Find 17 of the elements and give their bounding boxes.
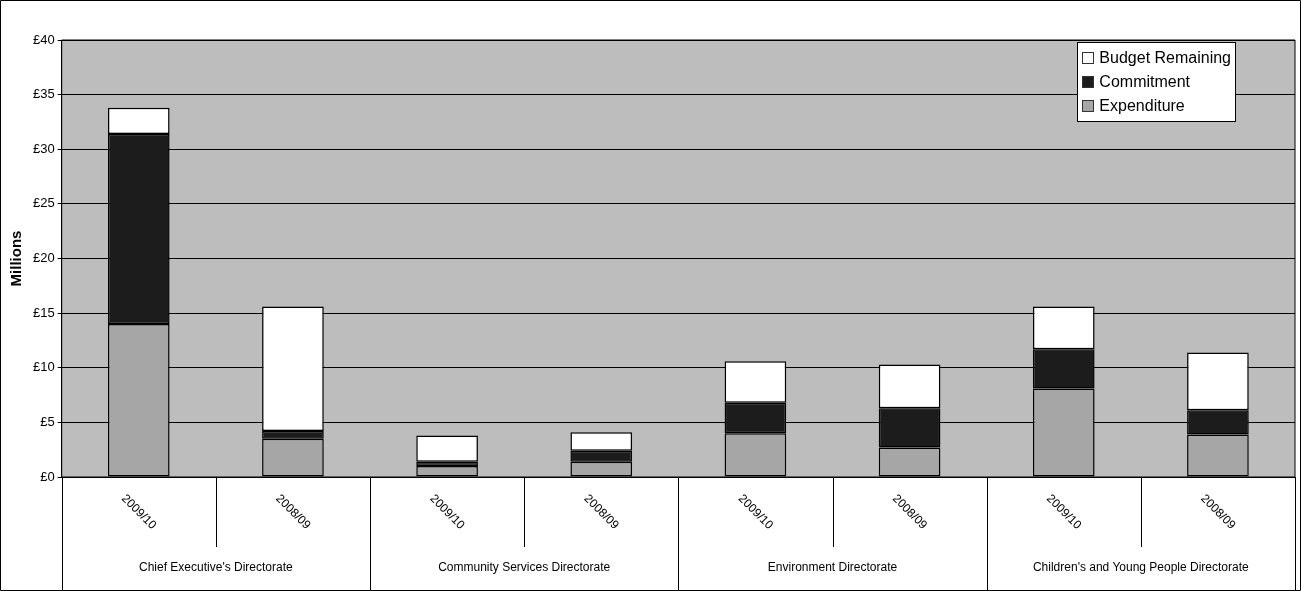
y-axis-title: Millions [7, 230, 25, 287]
y-tick-label: £20 [32, 250, 55, 266]
y-tick-label: £0 [40, 468, 55, 484]
y-tick-label: £10 [32, 359, 55, 375]
text: Chief Executive's Directorate [139, 560, 294, 575]
y-tick-label: £40 [32, 31, 55, 47]
y-tick-label: £35 [32, 86, 55, 102]
legend-label: Expenditure [1099, 96, 1185, 116]
y-tick-label: £5 [40, 413, 55, 429]
y-tick-label: £15 [32, 304, 55, 320]
y-tick-label: £25 [32, 195, 55, 211]
legend-label: Commitment [1099, 72, 1191, 92]
legend-label: Budget Remaining [1099, 48, 1231, 68]
text: Community Services Directorate [438, 560, 611, 575]
text: Environment Directorate [767, 560, 898, 575]
y-tick-label: £30 [32, 140, 55, 156]
text: Children's and Young People Directorate [1032, 560, 1250, 575]
